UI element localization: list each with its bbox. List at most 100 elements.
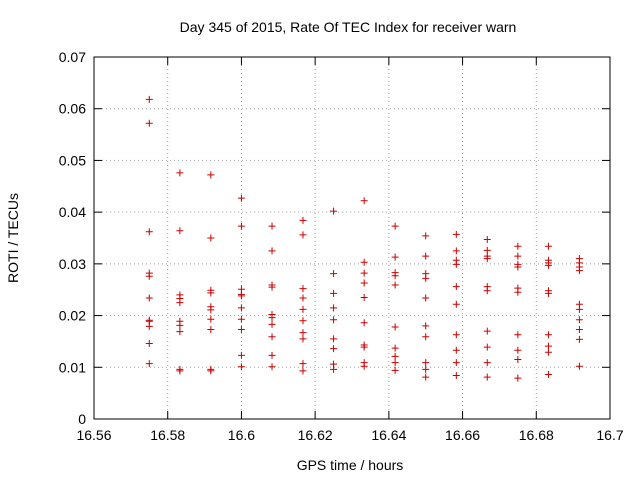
data-point: [483, 327, 491, 335]
data-point: [422, 252, 430, 260]
data-point: [299, 285, 307, 293]
data-point: [145, 95, 153, 103]
data-point: [483, 343, 491, 351]
data-point: [483, 359, 491, 367]
data-points: [145, 95, 583, 382]
data-point: [330, 316, 338, 324]
data-point: [299, 231, 307, 239]
data-point: [176, 367, 184, 375]
data-point: [299, 335, 307, 343]
data-point: [483, 236, 491, 244]
data-point: [391, 344, 399, 352]
x-tick-label: 16.66: [445, 427, 480, 443]
data-point: [299, 367, 307, 375]
x-tick-label: 16.7: [596, 427, 623, 443]
data-point: [391, 359, 399, 367]
y-tick-label: 0.01: [59, 359, 86, 375]
data-point: [360, 197, 368, 205]
data-point: [268, 283, 276, 291]
data-point: [237, 363, 245, 371]
data-point: [268, 247, 276, 255]
data-point: [544, 242, 552, 250]
y-tick-label: 0: [78, 411, 86, 427]
data-point: [299, 317, 307, 325]
x-axis-label: GPS time / hours: [297, 457, 404, 473]
x-tick-label: 16.56: [76, 427, 111, 443]
data-point: [514, 263, 522, 271]
data-point: [176, 169, 184, 177]
data-point: [544, 342, 552, 350]
data-point: [145, 360, 153, 368]
data-point: [452, 300, 460, 308]
data-point: [237, 222, 245, 230]
data-point: [145, 272, 153, 280]
x-tick-label: 16.68: [519, 427, 554, 443]
data-point: [575, 316, 583, 324]
data-point: [391, 323, 399, 331]
y-tick-label: 0.06: [59, 101, 86, 117]
data-point: [268, 222, 276, 230]
data-point: [452, 331, 460, 339]
data-point: [514, 346, 522, 354]
data-point: [514, 242, 522, 250]
data-point: [422, 232, 430, 240]
data-point: [422, 373, 430, 381]
data-point: [237, 304, 245, 312]
data-point: [575, 362, 583, 370]
data-point: [360, 343, 368, 351]
data-point: [237, 194, 245, 202]
data-point: [391, 222, 399, 230]
data-point: [544, 348, 552, 356]
data-point: [330, 207, 338, 215]
data-point: [268, 314, 276, 322]
data-point: [360, 362, 368, 370]
x-tick-label: 16.64: [371, 427, 406, 443]
data-point: [145, 119, 153, 127]
data-point: [330, 335, 338, 343]
data-point: [391, 366, 399, 374]
data-point: [514, 331, 522, 339]
data-point: [299, 329, 307, 337]
data-point: [299, 216, 307, 224]
y-axis-label: ROTI / TECUs: [5, 193, 21, 283]
data-point: [360, 258, 368, 266]
data-point: [330, 345, 338, 353]
data-point: [575, 335, 583, 343]
data-point: [391, 253, 399, 261]
data-point: [330, 270, 338, 278]
data-point: [452, 260, 460, 268]
data-point: [268, 333, 276, 341]
data-point: [452, 346, 460, 354]
data-point: [207, 289, 215, 297]
data-point: [483, 255, 491, 263]
data-point: [207, 367, 215, 375]
data-point: [452, 372, 460, 380]
data-point: [391, 281, 399, 289]
data-point: [207, 326, 215, 334]
data-point: [145, 322, 153, 330]
data-point: [299, 305, 307, 313]
data-point: [391, 352, 399, 360]
data-point: [452, 359, 460, 367]
x-tick-label: 16.62: [298, 427, 333, 443]
data-point: [422, 294, 430, 302]
data-point: [391, 272, 399, 280]
x-tick-label: 16.6: [228, 427, 255, 443]
data-point: [268, 363, 276, 371]
data-point: [544, 371, 552, 379]
data-point: [237, 292, 245, 300]
data-point: [268, 351, 276, 359]
data-point: [207, 234, 215, 242]
data-point: [268, 320, 276, 328]
chart-title: Day 345 of 2015, Rate Of TEC Index for r…: [180, 19, 517, 35]
data-point: [452, 247, 460, 255]
data-point: [452, 230, 460, 238]
data-point: [422, 274, 430, 282]
data-point: [360, 269, 368, 277]
y-tick-label: 0.04: [59, 204, 86, 220]
grid-lines: [94, 57, 610, 419]
data-point: [575, 326, 583, 334]
data-point: [176, 321, 184, 329]
data-point: [237, 315, 245, 323]
